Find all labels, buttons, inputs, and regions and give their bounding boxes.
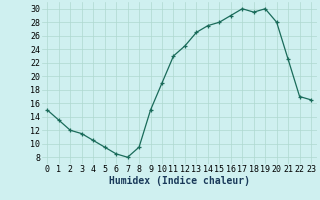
X-axis label: Humidex (Indice chaleur): Humidex (Indice chaleur) [109, 176, 250, 186]
